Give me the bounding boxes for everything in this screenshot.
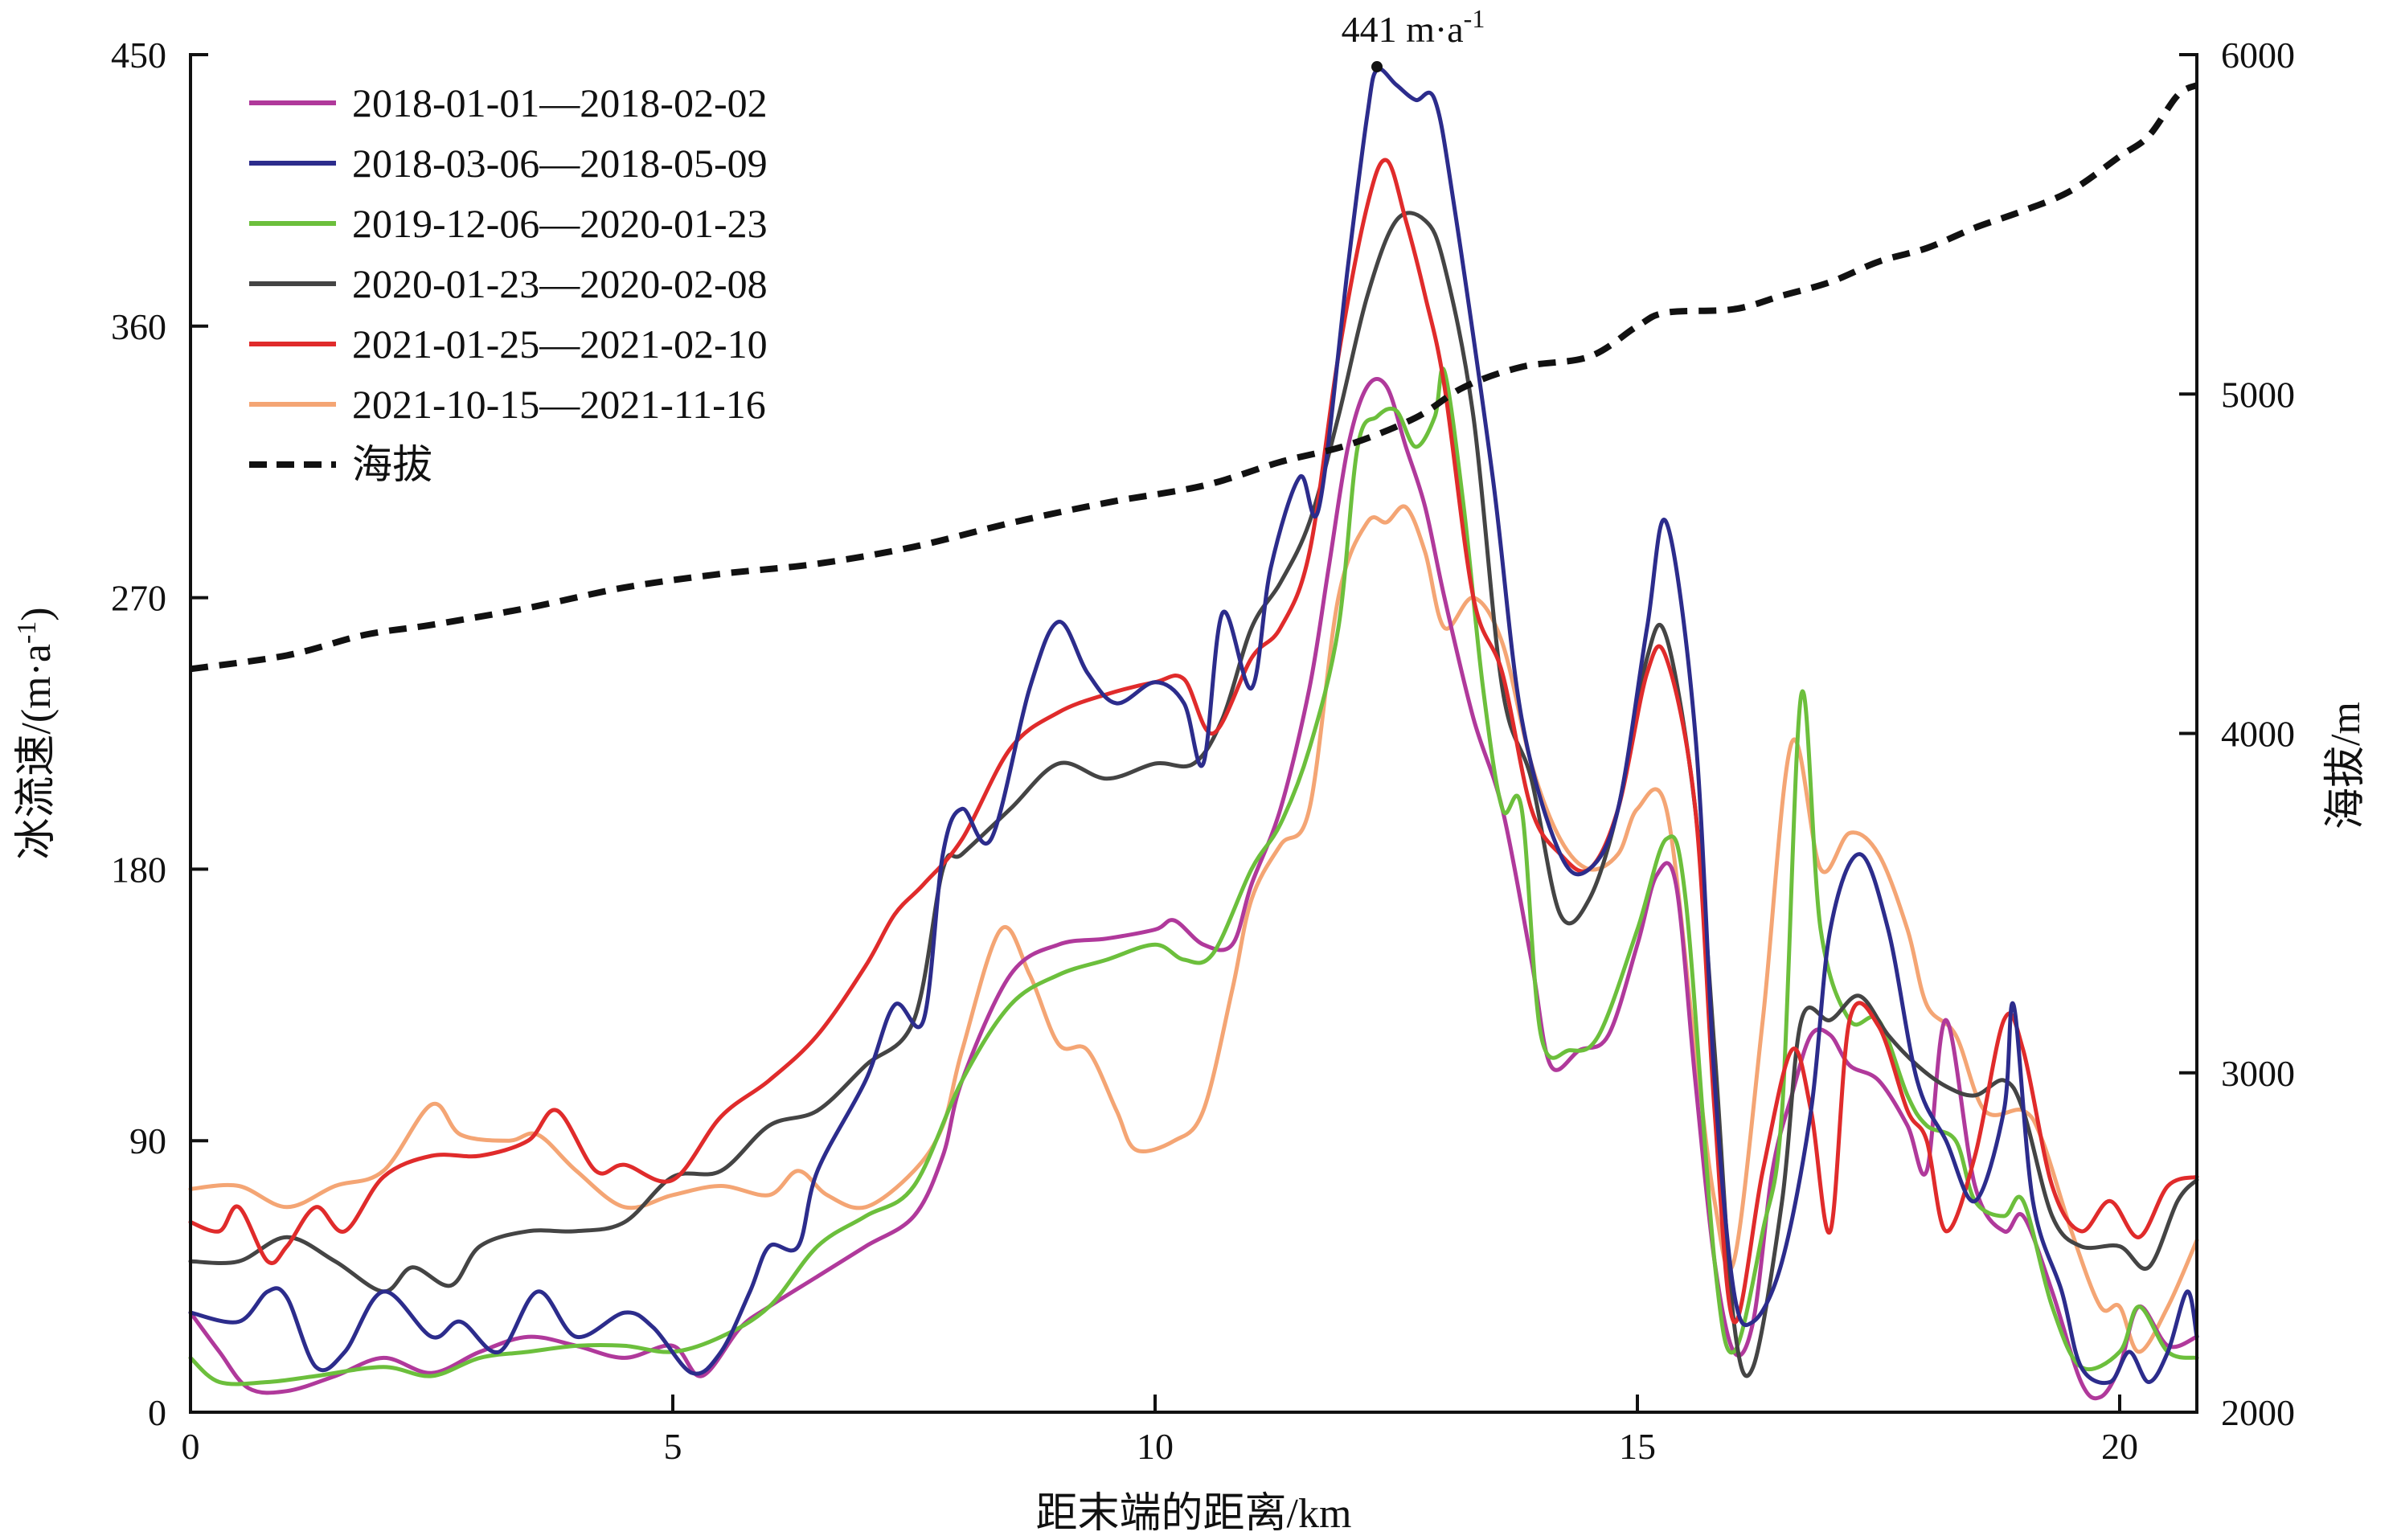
plot-lines <box>188 67 2199 1401</box>
left-y-axis-title-sup: -1 <box>12 621 42 644</box>
right-y-tick-label: 5000 <box>2221 374 2295 415</box>
series-line-3 <box>188 211 2199 1378</box>
series-line-5 <box>188 504 2199 1354</box>
ticks: 0 5 10 15 20 0 90 180 270 360 450 2000 3000 4000 5000 6… <box>111 35 2295 1467</box>
legend-label-4: 2021-01-25—2021-02-10 <box>352 322 768 367</box>
series-line-6 <box>190 82 2198 673</box>
right-y-tick-label: 4000 <box>2221 714 2295 755</box>
x-tick-label: 0 <box>182 1426 200 1467</box>
left-y-tick-label: 0 <box>148 1392 166 1433</box>
peak-label-main: 441 m·a <box>1342 9 1464 50</box>
right-y-tick-label: 2000 <box>2221 1392 2295 1433</box>
legend-label-6: 海拔 <box>352 442 432 487</box>
left-y-axis-title-close: ) <box>14 607 59 621</box>
right-y-tick-label: 3000 <box>2221 1053 2295 1094</box>
right-y-tick-label: 6000 <box>2221 35 2295 76</box>
series-line-0 <box>188 377 2199 1401</box>
legend-label-3: 2020-01-23—2020-02-08 <box>352 261 768 306</box>
legend-label-2: 2019-12-06—2020-01-23 <box>352 201 768 246</box>
left-y-tick-label: 450 <box>111 35 166 76</box>
x-tick-label: 10 <box>1137 1426 1174 1467</box>
peak-label-sup: -1 <box>1464 4 1485 33</box>
peak-label: 441 m·a-1 <box>1342 4 1485 50</box>
x-tick-label: 5 <box>664 1426 682 1467</box>
left-y-tick-label: 90 <box>129 1120 166 1161</box>
legend-label-1: 2018-03-06—2018-05-09 <box>352 141 768 186</box>
peak-annotation: 441 m·a-1 <box>1342 4 1485 73</box>
series-line-4 <box>188 158 2199 1325</box>
x-tick-label: 20 <box>2101 1426 2138 1467</box>
legend: 2018-01-01—2018-02-02 2018-03-06—2018-05-… <box>249 80 768 487</box>
series-line-2 <box>188 367 2199 1386</box>
right-y-axis-title: 海拔/m <box>2323 702 2369 829</box>
x-tick-label: 15 <box>1619 1426 1656 1467</box>
left-y-axis-title-main: 冰流速/(m·a <box>14 644 59 860</box>
left-y-axis-title: 冰流速/(m·a-1) <box>12 607 59 859</box>
left-y-tick-label: 270 <box>111 578 166 619</box>
series-line-1 <box>188 67 2199 1386</box>
peak-marker <box>1371 61 1383 73</box>
x-axis-title: 距末端的距离/km <box>1036 1491 1352 1537</box>
legend-label-0: 2018-01-01—2018-02-02 <box>352 80 768 125</box>
left-y-tick-label: 360 <box>111 306 166 347</box>
legend-label-5: 2021-10-15—2021-11-16 <box>352 382 766 427</box>
left-y-tick-label: 180 <box>111 849 166 890</box>
